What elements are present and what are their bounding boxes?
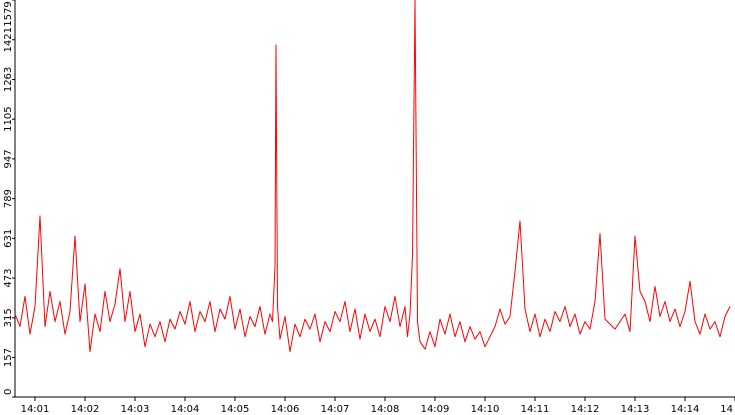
- y-tick-label: 157: [3, 348, 14, 367]
- x-tick-label: 14:01: [21, 404, 50, 415]
- y-tick-label: 947: [3, 149, 14, 168]
- series-group: [14, 0, 731, 353]
- x-tick-label: 14:09: [421, 404, 450, 415]
- x-tick-label: 14:07: [321, 404, 350, 415]
- x-tick-label: 14: [720, 404, 733, 415]
- x-tick-label: 14:06: [271, 404, 300, 415]
- y-tick-label: 0: [3, 389, 14, 395]
- x-tick-label: 14:13: [621, 404, 650, 415]
- y-tick-label: 1263: [3, 67, 14, 92]
- series-line: [14, 0, 731, 353]
- x-tick-label: 14:14: [671, 404, 700, 415]
- y-tick-label: 1105: [3, 106, 14, 131]
- x-tick-label: 14:02: [71, 404, 100, 415]
- x-tick-label: 14:04: [171, 404, 200, 415]
- x-tick-label: 14:10: [471, 404, 500, 415]
- x-tick-label: 14:05: [221, 404, 250, 415]
- y-tick-label: 631: [3, 229, 14, 248]
- y-tick-label: 315: [3, 308, 14, 327]
- y-tick-label: 1579: [3, 1, 14, 26]
- y-tick-label: 789: [3, 189, 14, 208]
- x-tick-label: 14:11: [521, 404, 550, 415]
- x-tick-label: 14:12: [571, 404, 600, 415]
- x-tick-label: 14:08: [371, 404, 400, 415]
- y-tick-label: 473: [3, 269, 14, 288]
- y-tick-label: 1421: [3, 27, 14, 52]
- x-tick-label: 14:03: [121, 404, 150, 415]
- x-axis-ticks: 14:01 14:02 14:03 14:04 14:05 14:06 14:07 14:08…: [21, 397, 735, 415]
